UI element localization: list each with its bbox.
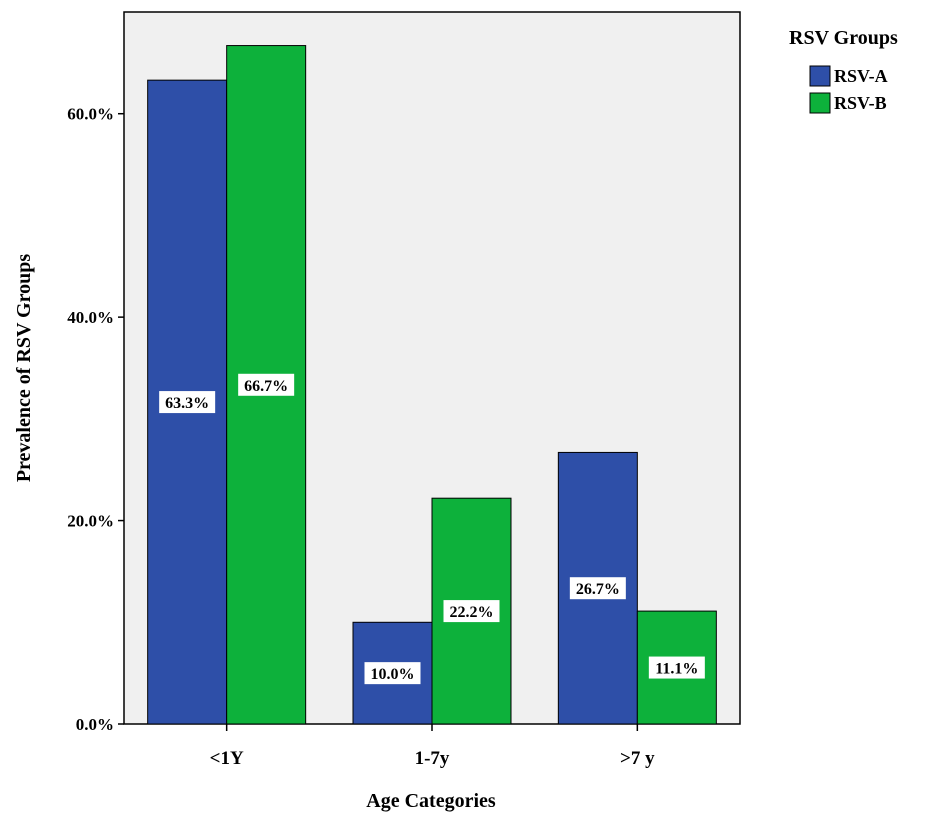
legend-title: RSV Groups <box>789 27 898 49</box>
x-tick-label: 1-7y <box>415 748 450 769</box>
y-axis-title: Prevalence of RSV Groups <box>13 254 35 483</box>
data-label-box <box>159 391 216 414</box>
data-label: 22.2% <box>450 604 494 621</box>
data-labels-group: 63.3% 66.7% 10.0% 22.2% 26.7% 11.1% <box>159 373 705 685</box>
data-label: 26.7% <box>576 581 620 598</box>
legend-swatch-rsv-b <box>809 92 831 114</box>
x-axis-title: Age Categories <box>366 790 496 812</box>
data-label-box <box>569 577 626 600</box>
data-label: 11.1% <box>655 661 698 678</box>
y-tick-label: 40.0% <box>67 308 114 327</box>
data-label: 66.7% <box>244 378 288 395</box>
y-ticks-group: 0.0% 20.0% 40.0% 60.0% <box>67 105 124 734</box>
data-label: 63.3% <box>165 395 209 412</box>
data-label-box <box>443 600 500 623</box>
data-label-box <box>238 373 295 396</box>
legend-swatch-rsv-a <box>809 65 831 87</box>
data-label: 10.0% <box>371 666 415 683</box>
legend-label-rsv-a: RSV-A <box>834 66 888 86</box>
data-label-box <box>648 656 705 679</box>
y-tick-label: 0.0% <box>76 715 114 734</box>
x-tick-label: >7 y <box>620 748 655 769</box>
y-tick-label: 60.0% <box>67 105 114 124</box>
x-ticks-group: <1Y 1-7y >7 y <box>210 724 655 769</box>
y-tick-label: 20.0% <box>67 512 114 531</box>
legend-label-rsv-b: RSV-B <box>834 93 887 113</box>
legend: RSV Groups RSV-A RSV-B <box>789 27 898 114</box>
data-label-box <box>364 662 421 685</box>
x-tick-label: <1Y <box>210 748 244 769</box>
